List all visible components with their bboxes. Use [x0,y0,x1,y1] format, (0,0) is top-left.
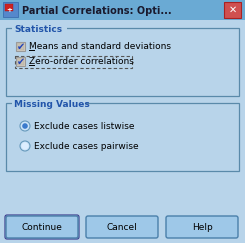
Circle shape [22,142,28,149]
FancyBboxPatch shape [0,0,245,20]
FancyBboxPatch shape [17,58,24,65]
Text: Statistics: Statistics [14,25,62,34]
Text: Exclude cases listwise: Exclude cases listwise [34,122,135,130]
FancyBboxPatch shape [12,26,67,32]
Text: ✔: ✔ [16,57,25,67]
Circle shape [20,121,30,131]
FancyBboxPatch shape [6,216,78,238]
Text: Exclude cases pairwise: Exclude cases pairwise [34,141,139,150]
Text: Partial Correlations: Opti...: Partial Correlations: Opti... [22,6,172,16]
Circle shape [22,123,28,129]
Text: Missing Values: Missing Values [14,99,90,109]
Text: Help: Help [192,223,212,232]
FancyBboxPatch shape [5,4,13,11]
Text: Zero-order correlations: Zero-order correlations [29,57,134,66]
Text: +: + [6,8,12,14]
Circle shape [20,141,30,151]
FancyBboxPatch shape [6,28,239,96]
Text: ✕: ✕ [228,5,237,15]
FancyBboxPatch shape [16,57,25,66]
FancyBboxPatch shape [16,42,25,51]
FancyBboxPatch shape [166,216,238,238]
FancyBboxPatch shape [6,103,239,171]
Text: Means and standard deviations: Means and standard deviations [29,42,171,51]
FancyBboxPatch shape [0,20,245,243]
FancyBboxPatch shape [17,43,24,50]
FancyBboxPatch shape [12,101,86,107]
FancyBboxPatch shape [86,216,158,238]
Text: ✔: ✔ [16,42,25,52]
Text: Cancel: Cancel [107,223,137,232]
FancyBboxPatch shape [3,2,18,17]
Text: Continue: Continue [22,223,62,232]
FancyBboxPatch shape [224,2,241,18]
